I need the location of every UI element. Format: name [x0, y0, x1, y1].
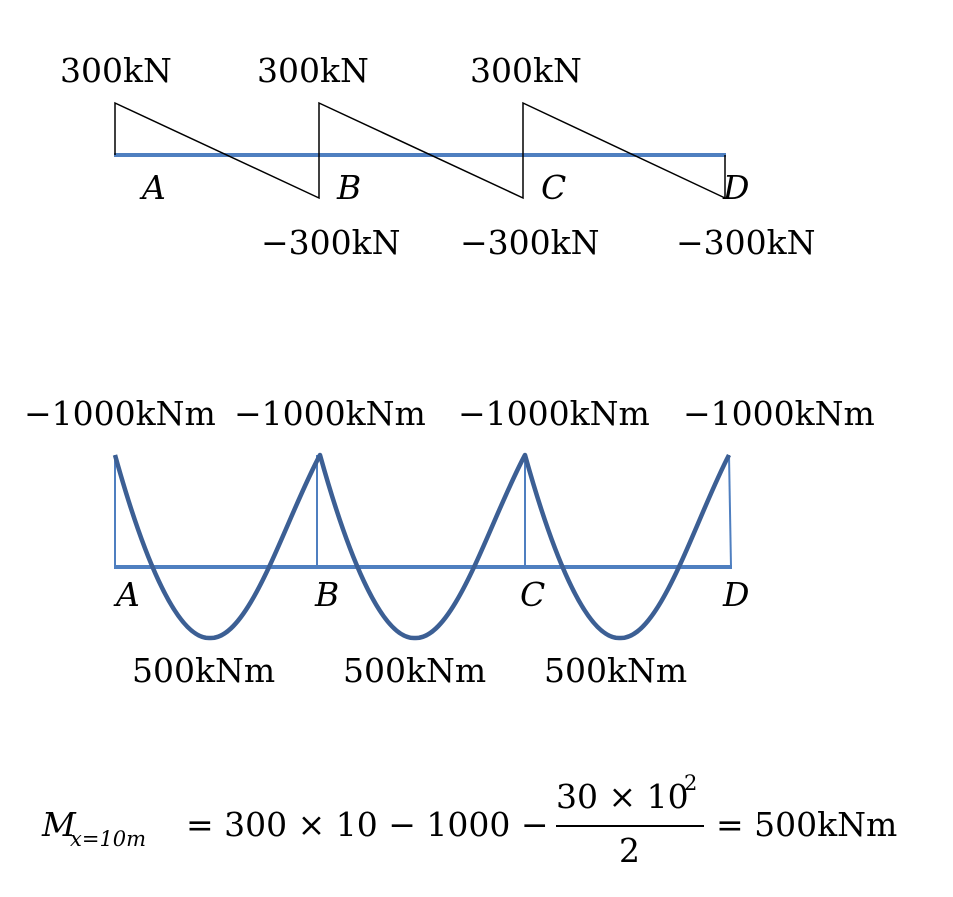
shear-span-bc: [318, 101, 524, 200]
moment-vertical-d: [728, 454, 732, 568]
equation-denominator: 2: [619, 831, 640, 870]
equation-m-symbol: M: [41, 805, 77, 844]
moment-support-a: A: [113, 575, 140, 614]
shear-label-bottom-1: −300kN: [261, 223, 401, 262]
moment-curve: [112, 452, 731, 641]
moment-verticals: [114, 454, 732, 568]
shear-span-cd: [522, 101, 726, 200]
equation-numerator: 30 × 10: [556, 777, 689, 816]
shear-label-top-2: 300kN: [257, 51, 369, 90]
moment-diagram: −1000kNm −1000kNm −1000kNm −1000kNm 500k…: [24, 394, 875, 690]
shear-label-top-3: 300kN: [470, 51, 582, 90]
equation-lhs: = 300 × 10 − 1000 −: [186, 805, 549, 844]
moment-label-bottom-1: 500kNm: [132, 651, 275, 690]
moment-support-b: B: [314, 575, 339, 614]
equation-subscript: x=10m: [70, 827, 146, 851]
moment-label-bottom-3: 500kNm: [544, 651, 687, 690]
moment-label-top-3: −1000kNm: [458, 394, 650, 433]
shear-support-c: C: [541, 168, 566, 207]
moment-support-c: C: [520, 575, 545, 614]
shear-diagram: 300kN 300kN 300kN −300kN −300kN −300kN A…: [60, 51, 816, 262]
shear-polyline: [114, 101, 726, 200]
shear-support-b: B: [336, 168, 361, 207]
shear-support-d: D: [722, 168, 749, 207]
shear-label-bottom-2: −300kN: [460, 223, 600, 262]
moment-support-d: D: [722, 575, 749, 614]
moment-label-top-2: −1000kNm: [234, 394, 426, 433]
moment-label-top-1: −1000kNm: [24, 394, 216, 433]
shear-support-a: A: [139, 168, 166, 207]
shear-label-bottom-3: −300kN: [676, 223, 816, 262]
shear-label-top-1: 300kN: [60, 51, 172, 90]
equation-rhs: = 500kNm: [716, 805, 897, 844]
moment-label-top-4: −1000kNm: [683, 394, 875, 433]
moment-equation: M x=10m = 300 × 10 − 1000 − 30 × 10 2 2 …: [41, 771, 897, 870]
shear-span-ab: [114, 101, 320, 200]
equation-exponent: 2: [684, 771, 697, 795]
moment-label-bottom-2: 500kNm: [343, 651, 486, 690]
